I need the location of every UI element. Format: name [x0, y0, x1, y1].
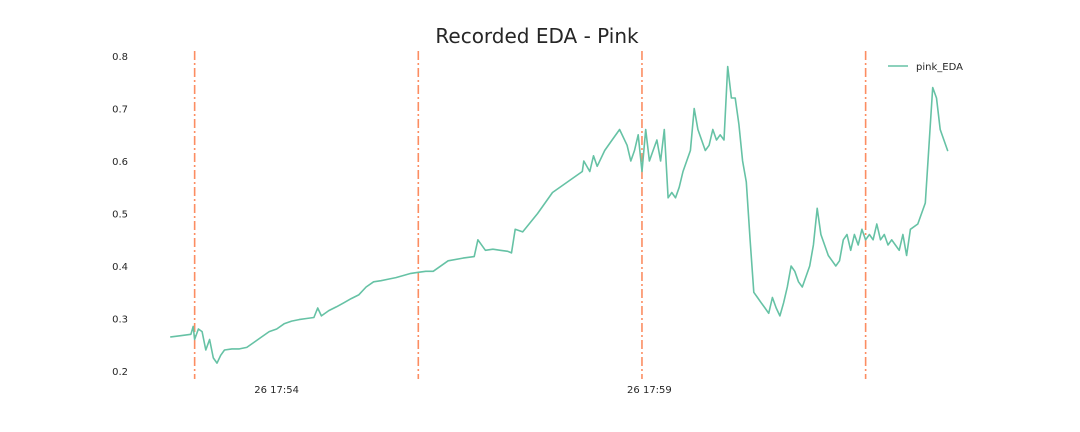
y-tick-label: 0.7 — [112, 105, 128, 116]
legend: pink_EDA — [888, 62, 963, 73]
y-tick-label: 0.5 — [112, 210, 128, 221]
y-tick-label: 0.8 — [112, 52, 128, 63]
y-axis-ticks: 0.2 0.3 0.4 0.5 0.6 0.7 0.8 — [112, 52, 128, 378]
series-layer — [170, 65, 949, 364]
series-line-pink-eda — [170, 65, 949, 364]
event-marker-lines — [193, 51, 867, 379]
x-tick-label: 26 17:54 — [254, 385, 299, 396]
x-axis-ticks: 26 17:54 26 17:59 — [254, 385, 672, 396]
x-tick-label: 26 17:59 — [627, 385, 672, 396]
legend-label-pink-eda: pink_EDA — [916, 62, 963, 73]
chart-title: Recorded EDA - Pink — [435, 24, 639, 48]
y-tick-label: 0.3 — [112, 315, 128, 326]
y-tick-label: 0.2 — [112, 367, 128, 378]
y-tick-label: 0.4 — [112, 262, 128, 273]
y-tick-label: 0.6 — [112, 157, 128, 168]
